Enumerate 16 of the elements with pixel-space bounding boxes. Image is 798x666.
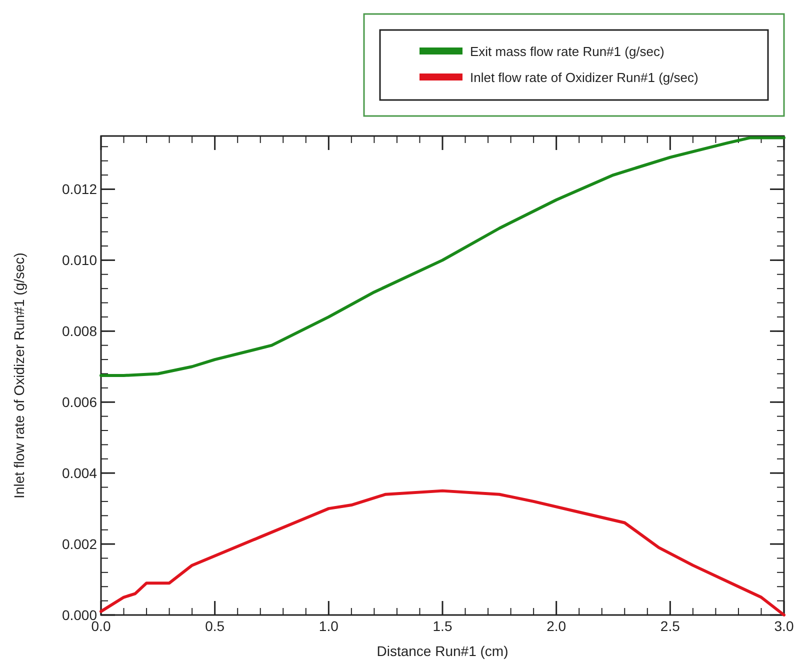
x-tick-label: 0.5 (205, 618, 225, 634)
y-axis-title: Inlet flow rate of Oxidizer Run#1 (g/sec) (11, 252, 27, 498)
x-tick-label: 3.0 (774, 618, 794, 634)
legend-label: Exit mass flow rate Run#1 (g/sec) (470, 44, 664, 59)
x-tick-label: 2.5 (660, 618, 680, 634)
legend-label: Inlet flow rate of Oxidizer Run#1 (g/sec) (470, 70, 698, 85)
y-tick-label: 0.002 (62, 536, 98, 552)
y-tick-label: 0.004 (62, 465, 98, 482)
x-tick-label: 1.5 (432, 618, 452, 634)
x-axis-title: Distance Run#1 (cm) (376, 643, 508, 659)
x-tick-label: 1.0 (318, 618, 339, 634)
y-tick-label: 0.012 (62, 181, 98, 198)
y-tick-label: 0.006 (62, 394, 98, 410)
y-tick-label: 0.010 (62, 252, 98, 268)
x-tick-label: 2.0 (546, 618, 566, 634)
y-tick-label: 0.008 (62, 323, 98, 340)
